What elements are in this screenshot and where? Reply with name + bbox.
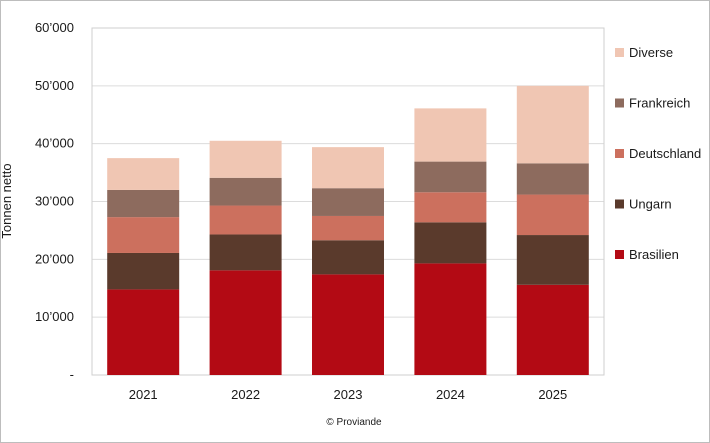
bar-segment-brasilien-2024 — [414, 263, 487, 375]
bar-segment-diverse-2023 — [312, 147, 384, 189]
y-tick-label: 50’000 — [35, 78, 74, 93]
legend-label-brasilien: Brasilien — [629, 247, 679, 262]
bar-segment-frankreich-2021 — [107, 189, 180, 218]
legend-label-ungarn: Ungarn — [629, 197, 672, 212]
x-tick-label: 2023 — [334, 387, 363, 402]
bar-segment-diverse-2024 — [414, 108, 487, 162]
x-tick-label: 2024 — [436, 387, 465, 402]
bar-segment-deutschland-2025 — [516, 194, 589, 236]
bars — [107, 85, 589, 375]
legend-swatch-deutschland — [615, 149, 624, 158]
bar-segment-frankreich-2025 — [516, 163, 589, 195]
bar-segment-brasilien-2021 — [107, 289, 180, 375]
bar-segment-ungarn-2021 — [107, 252, 180, 290]
bar-segment-brasilien-2022 — [209, 270, 282, 375]
x-tick-label: 2021 — [129, 387, 158, 402]
legend-swatch-ungarn — [615, 199, 624, 209]
y-axis-ticks: - 10’000 20’000 30’000 40’000 50’000 60’000 — [35, 20, 74, 382]
bar-segment-deutschland-2023 — [312, 215, 384, 241]
y-tick-label: 40’000 — [35, 136, 74, 151]
legend-swatch-brasilien — [615, 250, 624, 259]
legend-label-frankreich: Frankreich — [629, 96, 690, 111]
x-tick-label: 2022 — [231, 387, 260, 402]
source-credit: © Proviande — [326, 417, 382, 428]
bar-segment-diverse-2022 — [209, 140, 282, 178]
bar-segment-frankreich-2023 — [312, 188, 384, 216]
y-tick-label: 10’000 — [35, 309, 74, 324]
legend: Diverse Frankreich Deutschland Ungarn Brasil… — [615, 45, 701, 262]
x-tick-label: 2025 — [538, 387, 567, 402]
legend-swatch-frankreich — [615, 98, 624, 108]
y-tick-label: 20’000 — [35, 251, 74, 266]
x-axis-ticks: 2021 2022 2023 2024 2025 — [129, 387, 568, 402]
bar-segment-ungarn-2024 — [414, 222, 487, 264]
bar-segment-frankreich-2022 — [209, 177, 282, 206]
bar-segment-frankreich-2024 — [414, 161, 487, 193]
legend-label-diverse: Diverse — [629, 45, 673, 60]
bar-segment-deutschland-2021 — [107, 217, 180, 253]
bar-segment-deutschland-2022 — [209, 205, 282, 235]
bar-segment-brasilien-2025 — [516, 284, 589, 375]
bar-segment-ungarn-2023 — [312, 240, 384, 275]
y-tick-label: - — [70, 367, 74, 382]
y-axis-title: Tonnen netto — [1, 163, 14, 238]
bar-segment-diverse-2025 — [516, 85, 589, 164]
bar-segment-ungarn-2025 — [516, 235, 589, 285]
legend-label-deutschland: Deutschland — [629, 146, 701, 161]
bar-segment-ungarn-2022 — [209, 234, 282, 271]
y-tick-label: 30’000 — [35, 194, 74, 209]
y-tick-label: 60’000 — [35, 20, 74, 35]
legend-swatch-diverse — [615, 48, 624, 57]
bar-segment-brasilien-2023 — [312, 274, 384, 375]
bar-segment-diverse-2021 — [107, 158, 180, 190]
bar-segment-deutschland-2024 — [414, 192, 487, 223]
